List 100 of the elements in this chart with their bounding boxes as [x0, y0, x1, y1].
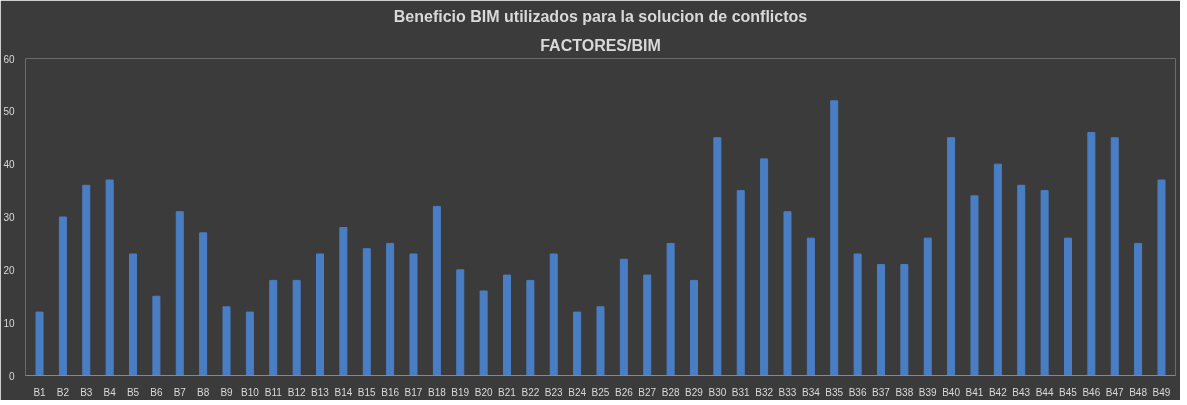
bar: [58, 216, 67, 376]
x-tick-label: B30: [708, 386, 727, 398]
x-tick-label: B36: [848, 386, 867, 398]
x-tick-label: B38: [895, 386, 914, 398]
bar: [82, 184, 91, 376]
x-tick-label: B32: [755, 386, 774, 398]
bar: [970, 195, 979, 376]
bar: [1087, 131, 1096, 376]
x-tick-label: B7: [173, 386, 187, 398]
x-tick-label: B18: [427, 386, 447, 398]
x-tick-label: B31: [731, 386, 751, 398]
x-tick-label: B40: [942, 386, 961, 398]
y-tick-label: 30: [3, 212, 15, 223]
bar: [245, 311, 254, 376]
bar: [269, 279, 278, 376]
bar: [432, 205, 441, 376]
bar: [152, 295, 161, 376]
x-tick-label: B14: [334, 386, 353, 398]
bar: [129, 253, 138, 376]
x-tick-label: B34: [801, 386, 821, 398]
x-tick-label: B3: [80, 386, 93, 398]
x-tick-label: B33: [778, 386, 797, 398]
bar: [292, 279, 301, 376]
x-tick-label: B49: [1152, 386, 1171, 398]
x-tick-label: B21: [498, 386, 517, 398]
bar: [1134, 242, 1143, 376]
bar: [503, 274, 512, 376]
chart-title: Beneficio BIM utilizados para la solucion de conflictos: [393, 7, 808, 25]
x-tick-label: B16: [381, 386, 400, 398]
x-tick-label: B47: [1105, 386, 1125, 398]
x-tick-label: B25: [591, 386, 610, 398]
x-tick-label: B6: [150, 386, 163, 398]
y-tick-label: 60: [3, 53, 15, 65]
bar: [923, 237, 932, 376]
bar: [35, 311, 44, 376]
bar: [1040, 190, 1049, 376]
bar: [1063, 237, 1072, 376]
bar: [806, 237, 815, 376]
bar: [526, 279, 535, 376]
x-tick-label: B45: [1059, 386, 1078, 398]
x-tick-label: B42: [988, 386, 1008, 398]
bar: [619, 258, 628, 376]
bar: [853, 253, 862, 376]
bar: [199, 232, 208, 376]
bar: [993, 163, 1002, 376]
x-tick-label: B27: [638, 386, 657, 398]
x-tick-label: B17: [404, 386, 423, 398]
y-tick-label: 10: [3, 317, 15, 329]
bar: [947, 137, 956, 376]
x-tick-label: B15: [357, 386, 377, 398]
x-tick-label: B26: [614, 386, 634, 398]
bar: [105, 179, 114, 376]
y-tick-label: 0: [8, 370, 15, 382]
x-tick-label: B29: [685, 386, 704, 398]
bar: [736, 190, 745, 376]
x-tick-label: B24: [568, 386, 587, 398]
x-tick-label: B9: [220, 386, 234, 398]
x-tick-label: B10: [240, 386, 260, 398]
x-tick-label: B22: [521, 386, 540, 398]
bar: [549, 253, 558, 376]
x-tick-label: B4: [103, 386, 117, 398]
bar: [456, 269, 465, 376]
bar: [689, 279, 698, 376]
bar: [362, 248, 371, 376]
bar: [1017, 184, 1026, 376]
bar: [760, 158, 769, 376]
bar: [900, 264, 909, 376]
bar: [596, 306, 605, 376]
bar: [339, 227, 348, 376]
x-tick-label: B28: [661, 386, 680, 398]
bar: [713, 137, 722, 376]
x-tick-label: B43: [1012, 386, 1031, 398]
bar: [1110, 137, 1119, 376]
x-tick-label: B12: [287, 386, 306, 398]
bar: [783, 211, 792, 376]
bar: [830, 100, 839, 376]
x-tick-label: B11: [264, 386, 283, 398]
x-tick-label: B35: [825, 386, 844, 398]
y-tick-label: 50: [3, 106, 15, 118]
x-tick-label: B19: [451, 386, 470, 398]
x-tick-label: B48: [1129, 386, 1148, 398]
x-tick-label: B5: [126, 386, 140, 398]
x-tick-label: B37: [872, 386, 891, 398]
x-tick-label: B2: [56, 386, 70, 398]
y-tick-label: 40: [3, 159, 15, 171]
bar: [876, 264, 885, 376]
bar: [175, 211, 184, 376]
bar: [386, 242, 395, 376]
bar: [1157, 179, 1166, 376]
bar: [573, 311, 582, 376]
x-tick-label: B1: [33, 386, 47, 398]
x-tick-label: B44: [1035, 386, 1054, 398]
x-tick-label: B39: [918, 386, 938, 398]
bar: [409, 253, 418, 376]
bar: [222, 306, 231, 376]
bar: [666, 242, 675, 376]
x-tick-label: B41: [965, 386, 984, 398]
chart-subtitle: FACTORES/BIM: [540, 36, 661, 54]
x-tick-label: B46: [1082, 386, 1101, 398]
x-tick-label: B23: [544, 386, 564, 398]
